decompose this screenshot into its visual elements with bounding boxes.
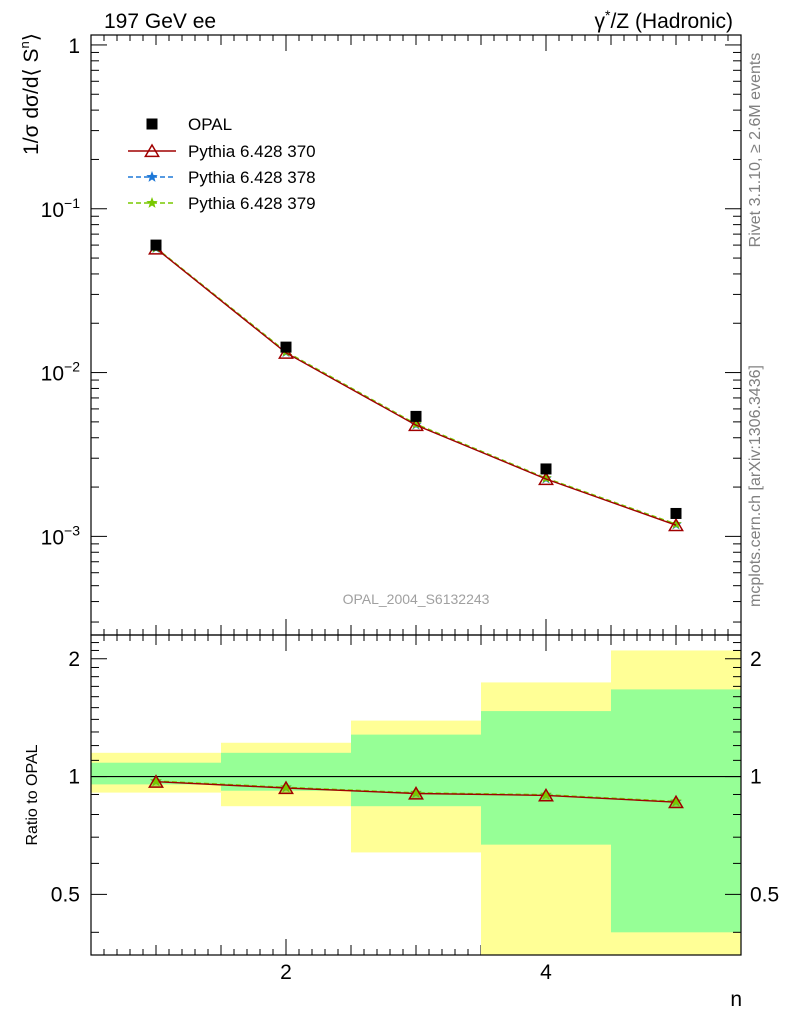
ratio-point-370 (668, 794, 684, 809)
legend-label: Pythia 6.428 379 (188, 194, 316, 213)
ratio-ylabel: Ratio to OPAL (24, 744, 41, 845)
mcplots-label: mcplots.cern.ch [arXiv:1306.3436] (747, 365, 764, 607)
legend-marker (146, 118, 158, 130)
header-left-title: 197 GeV ee (104, 10, 216, 33)
opal-data-point (410, 410, 422, 422)
uncertainty-band-inner (91, 762, 221, 785)
series-point-1 (538, 471, 554, 486)
opal-data-point (280, 341, 292, 353)
series-point-3 (410, 418, 422, 429)
x-tick-label: 4 (540, 961, 552, 984)
legend-label: Pythia 6.428 370 (188, 142, 316, 161)
series-point-1 (408, 417, 424, 432)
series-point-1 (668, 517, 684, 532)
legend: OPAL Pythia 6.428 370 Pythia 6.428 378 Pyth… (128, 115, 316, 213)
y-tick-label: 10−2 (41, 359, 81, 386)
main-ylabel: 1/σ dσ/d⟨ Sn⟩ (17, 33, 43, 155)
legend-marker (146, 197, 158, 208)
ratio-y-tick-label: 2 (68, 648, 80, 671)
ratio-panel: 2 4 0.5 0.5 1 1 2 2 (51, 634, 779, 984)
ratio-point-370 (148, 774, 164, 788)
header-right-title: γ*/Z (Hadronic) (595, 7, 733, 33)
y-tick-label: 10−3 (41, 522, 81, 549)
ratio-y-tick-label: 0.5 (51, 883, 80, 906)
ratio-y-tick-label: 1 (68, 766, 80, 789)
ratio-y-tick-label-right: 2 (750, 648, 762, 671)
analysis-watermark: OPAL_2004_S6132243 (343, 591, 490, 607)
series-line-2 (155, 247, 677, 526)
y-tick-label: 10−1 (41, 195, 81, 222)
ratio-y-tick-label-right: 0.5 (750, 883, 779, 906)
opal-data-point (670, 507, 682, 519)
opal-data-point (150, 239, 162, 251)
ratio-point-370 (278, 780, 294, 795)
ratio-frame (90, 634, 742, 956)
legend-marker (146, 171, 158, 182)
series-point-3 (540, 472, 552, 483)
uncertainty-band-inner (611, 689, 741, 933)
series-line-3 (155, 247, 677, 525)
ratio-point-370 (408, 786, 424, 800)
y-tick-label: 1 (68, 35, 80, 58)
legend-marker (144, 143, 160, 158)
ratio-point-370 (538, 787, 554, 802)
legend-label: Pythia 6.428 378 (188, 168, 316, 187)
x-tick-label: 2 (280, 961, 292, 984)
rivet-label: Rivet 3.1.10, ≥ 2.6M events (747, 53, 764, 248)
opal-data-point (540, 463, 552, 475)
series-point-3 (670, 518, 682, 529)
uncertainty-band-inner (481, 711, 611, 845)
ratio-y-tick-label-right: 1 (750, 766, 762, 789)
series-line-1 (155, 247, 677, 526)
x-axis-label: n (730, 988, 742, 1011)
legend-label: OPAL (188, 115, 232, 134)
